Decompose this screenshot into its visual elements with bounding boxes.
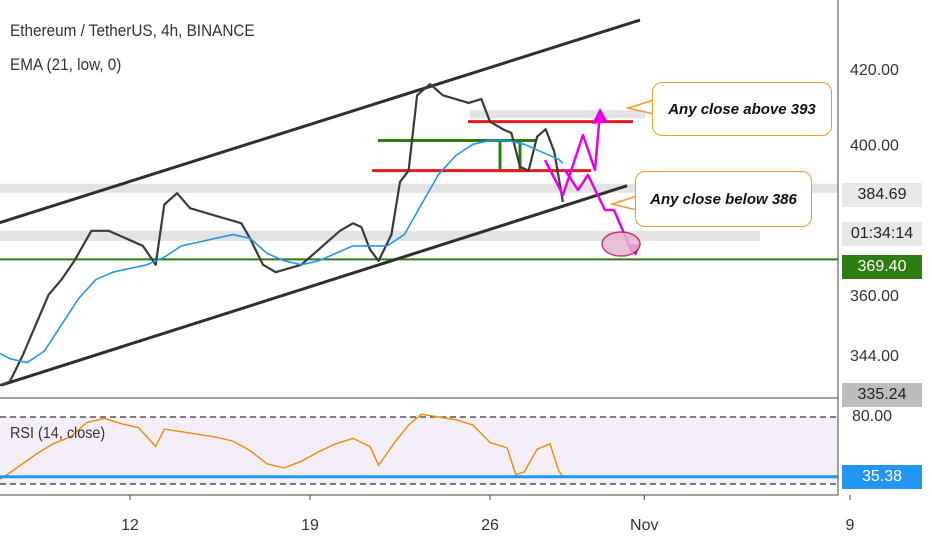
callout-close-below: Any close below 386 [635, 171, 812, 227]
price-axis-tick-344: 344.00 [850, 348, 899, 365]
time-axis-label-9: 9 [846, 517, 855, 534]
ema-line [0, 139, 564, 364]
callout-close-above: Any close above 393 [652, 82, 832, 136]
time-axis-label-19: 19 [301, 517, 319, 534]
last-price-badge: 384.69 [842, 183, 922, 207]
target-zone-ellipse [601, 231, 641, 257]
low-price-badge: 335.24 [842, 383, 922, 407]
price-series-line [0, 82, 564, 387]
rsi-line [0, 413, 564, 480]
rsi-indicator-label: RSI (14, close) [10, 425, 106, 442]
rsi-value-badge: 35.38 [842, 465, 922, 489]
price-axis-tick-400: 400.00 [850, 137, 899, 154]
channel-lower-line [0, 184, 628, 387]
bullish-arrowhead [592, 108, 608, 124]
support-zone-band [0, 230, 760, 241]
bullish-projection-arrow [543, 111, 602, 197]
resistance-zone-band [0, 183, 838, 193]
rsi-axis-tick-80: 80.00 [852, 408, 892, 425]
support-price-badge: 369.40 [842, 255, 922, 279]
rsi-band-fill [0, 417, 838, 484]
countdown-badge: 01:34:14 [842, 222, 922, 246]
time-axis-label-26: 26 [481, 517, 499, 534]
time-axis-label-12: 12 [121, 517, 139, 534]
channel-upper-line [0, 18, 641, 225]
upper-zone-band [470, 110, 645, 119]
time-axis-label-Nov: Nov [630, 517, 658, 534]
ema-indicator-label: EMA (21, low, 0) [10, 55, 122, 74]
callout-below-pointer [609, 194, 638, 211]
chart-title: Ethereum / TetherUS, 4h, BINANCE [10, 21, 255, 40]
bearish-projection-arrow [563, 169, 634, 253]
price-axis-tick-420: 420.00 [850, 62, 899, 79]
price-axis-tick-360: 360.00 [850, 288, 899, 305]
